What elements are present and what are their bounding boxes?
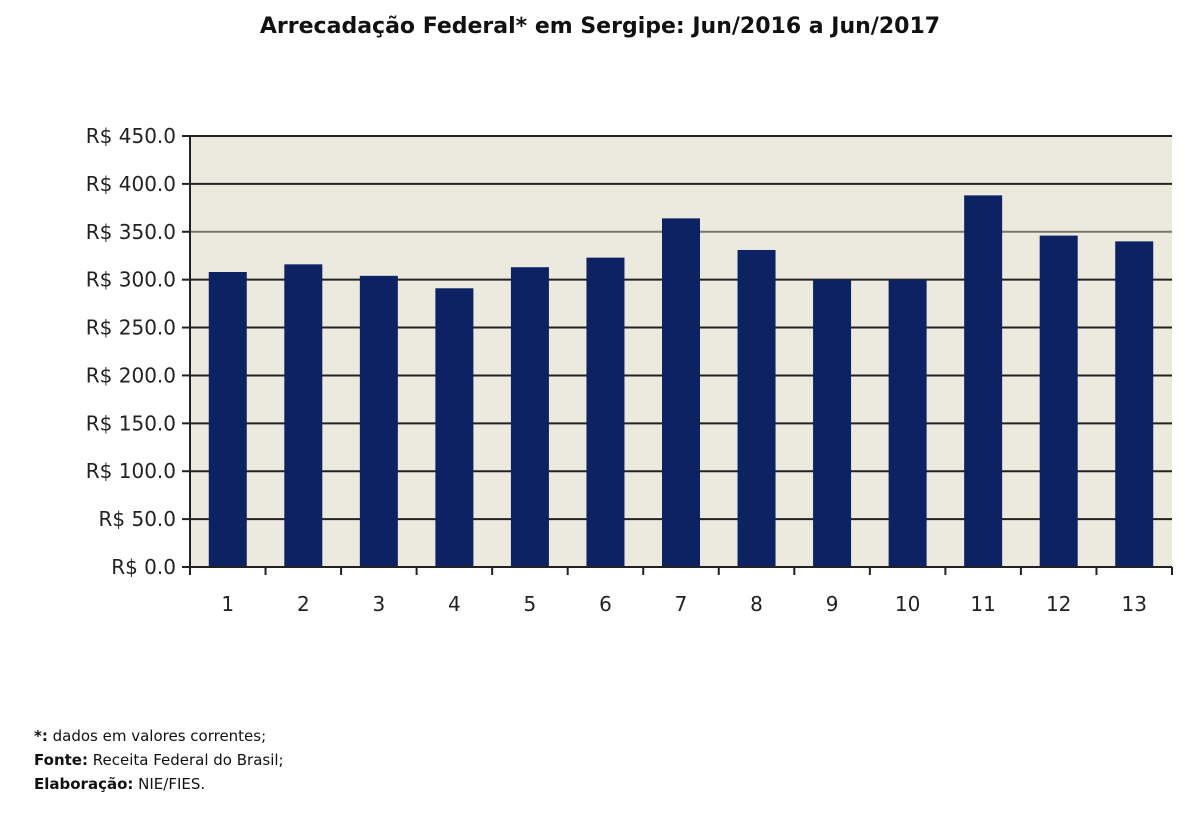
x-tick-label: 5 [524,592,537,616]
y-tick-label: R$ 250.0 [86,316,176,340]
x-tick-label: 12 [1046,592,1071,616]
bar-10 [888,279,927,567]
x-tick-label: 13 [1122,592,1147,616]
y-tick-label: R$ 0.0 [111,555,176,579]
bar-11 [964,195,1003,568]
x-tick-label: 7 [675,592,688,616]
note-elaboration: Elaboração: NIE/FIES. [34,775,206,793]
x-tick-label: 4 [448,592,461,616]
bar-4 [435,288,474,567]
y-tick-label: R$ 300.0 [86,268,176,292]
y-tick-label: R$ 400.0 [86,172,176,196]
y-tick-label: R$ 50.0 [98,507,176,531]
bar-12 [1039,235,1078,567]
x-tick-label: 11 [970,592,995,616]
chart-title: Arrecadação Federal* em Sergipe: Jun/201… [259,14,941,39]
bar-9 [813,279,852,567]
y-tick-label: R$ 350.0 [86,220,176,244]
bar-3 [359,275,398,567]
x-tick-label: 3 [372,592,385,616]
bar-7 [662,218,700,567]
x-tick-label: 2 [297,592,310,616]
y-tick-label: R$ 100.0 [86,459,176,483]
x-tick-label: 8 [750,592,763,616]
y-tick-label: R$ 150.0 [86,411,176,435]
bar-8 [737,249,776,567]
x-tick-label: 9 [826,592,839,616]
bar-1 [208,272,247,567]
bar-chart: R$ 0.0 R$ 50.0 R$ 100.0 R$ 150.0 R$ 200.0 R$ … [86,124,1173,616]
y-tick-label: R$ 200.0 [86,363,176,387]
x-tick-label: 10 [895,592,920,616]
x-tick-label: 6 [599,592,612,616]
bar-6 [586,257,625,567]
bar-2 [284,264,323,567]
y-tick-label: R$ 450.0 [86,124,176,148]
note-values: *: dados em valores correntes; [34,727,267,745]
x-tick-label: 1 [221,592,234,616]
note-source: Fonte: Receita Federal do Brasil; [34,751,284,769]
bar-5 [510,267,549,567]
footnotes: *: dados em valores correntes; Fonte: Re… [34,724,284,796]
bar-13 [1115,241,1154,567]
